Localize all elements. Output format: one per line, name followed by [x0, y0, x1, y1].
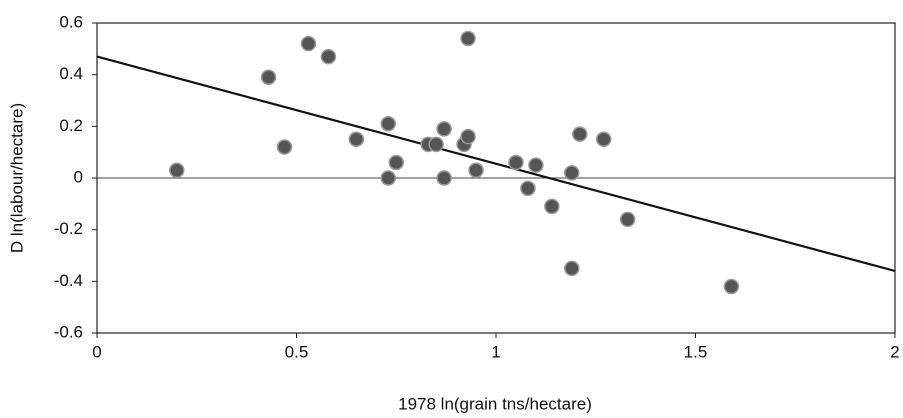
point: [348, 131, 365, 147]
y-tick-label: 0.4: [59, 64, 83, 83]
trend-line: [96, 55, 896, 273]
y-tick-label: -0.4: [54, 271, 83, 290]
point: [564, 165, 580, 181]
point: [300, 35, 317, 52]
x-tick-label: 1.5: [684, 342, 708, 361]
x-tick-label: 1: [491, 342, 500, 361]
point: [723, 278, 740, 295]
point: [508, 154, 524, 171]
point: [169, 162, 185, 178]
point: [619, 211, 636, 228]
y-tick-label: -0.6: [54, 322, 83, 341]
point: [388, 154, 404, 171]
point: [520, 180, 536, 197]
point: [572, 126, 588, 142]
point: [564, 260, 580, 277]
point: [276, 139, 293, 155]
point: [544, 198, 560, 215]
y-tick-label: -0.2: [54, 219, 83, 238]
x-tick-label: 0: [92, 342, 101, 361]
y-tick-label: 0.2: [59, 116, 83, 135]
y-axis-title: D ln(labour/hectare): [7, 103, 26, 253]
point: [436, 170, 452, 186]
point: [380, 116, 397, 132]
x-axis-title: 1978 ln(grain tns/hectare): [398, 394, 592, 413]
y-tick-label: 0: [74, 167, 83, 186]
point: [436, 121, 452, 137]
y-tick-label: 0.6: [59, 12, 83, 31]
point: [320, 48, 337, 65]
point: [468, 162, 484, 178]
point: [460, 128, 476, 145]
x-tick-label: 0.5: [285, 342, 309, 361]
point: [595, 131, 612, 147]
point: [260, 69, 277, 85]
point: [380, 170, 397, 186]
point: [528, 157, 544, 173]
point: [460, 30, 476, 47]
x-tick-label: 2: [890, 342, 899, 361]
point: [428, 136, 444, 153]
